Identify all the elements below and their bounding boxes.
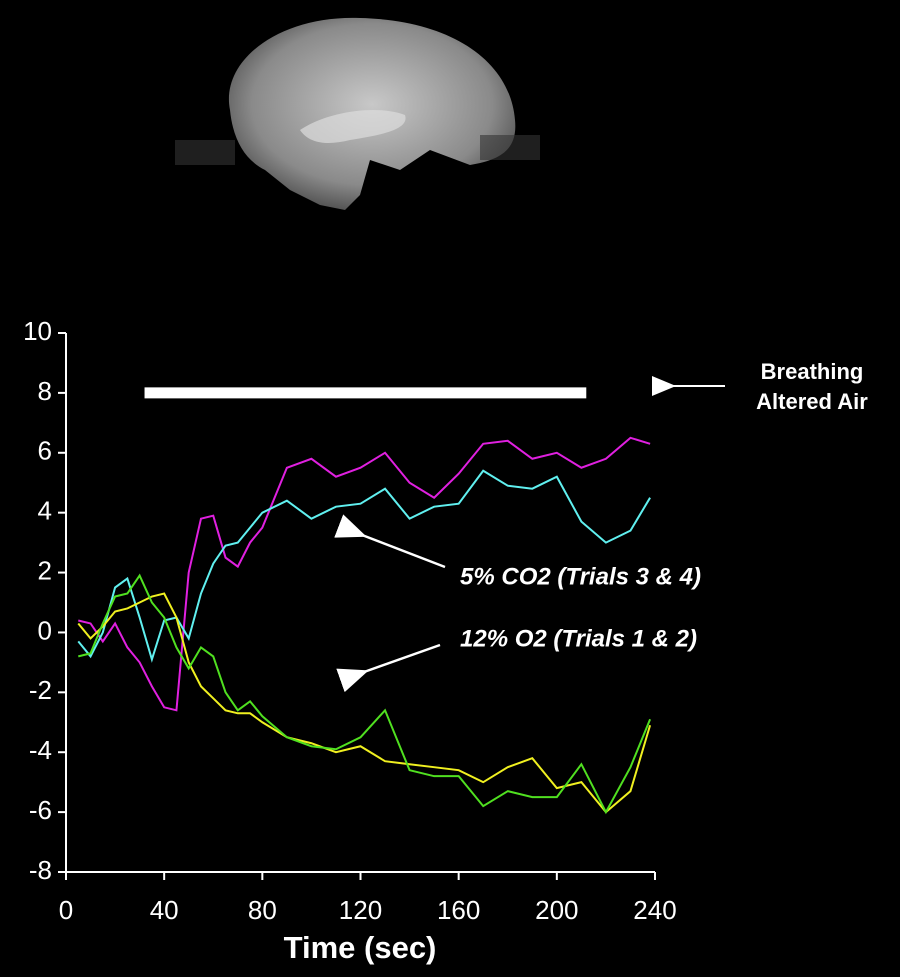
y-tick-label: 10 — [23, 316, 52, 346]
annotation: Altered Air — [756, 389, 868, 414]
x-tick-label: 120 — [339, 895, 382, 925]
y-tick-label: 4 — [38, 496, 52, 526]
x-tick-label: 0 — [59, 895, 73, 925]
y-tick-label: 6 — [38, 436, 52, 466]
y-tick-label: 2 — [38, 555, 52, 585]
annotation: 5% CO2 (Trials 3 & 4) — [460, 563, 701, 590]
x-tick-label: 240 — [633, 895, 676, 925]
y-tick-label: -6 — [29, 795, 52, 825]
x-tick-label: 80 — [248, 895, 277, 925]
page: {"chart_data": {"type": "line", "xlabel"… — [0, 0, 900, 977]
y-tick-label: 8 — [38, 376, 52, 406]
x-axis-label: Time (sec) — [284, 930, 437, 965]
y-tick-label: 0 — [38, 615, 52, 645]
annotation: 12% O2 (Trials 1 & 2) — [460, 625, 697, 652]
chart: Time (sec) Breathing Altered Air 5% CO2 … — [0, 0, 900, 977]
x-tick-label: 200 — [535, 895, 578, 925]
y-tick-label: -8 — [29, 855, 52, 885]
x-tick-label: 40 — [150, 895, 179, 925]
y-tick-label: -2 — [29, 675, 52, 705]
annotation: Breathing — [761, 359, 864, 384]
x-tick-label: 160 — [437, 895, 480, 925]
y-tick-label: -4 — [29, 735, 52, 765]
